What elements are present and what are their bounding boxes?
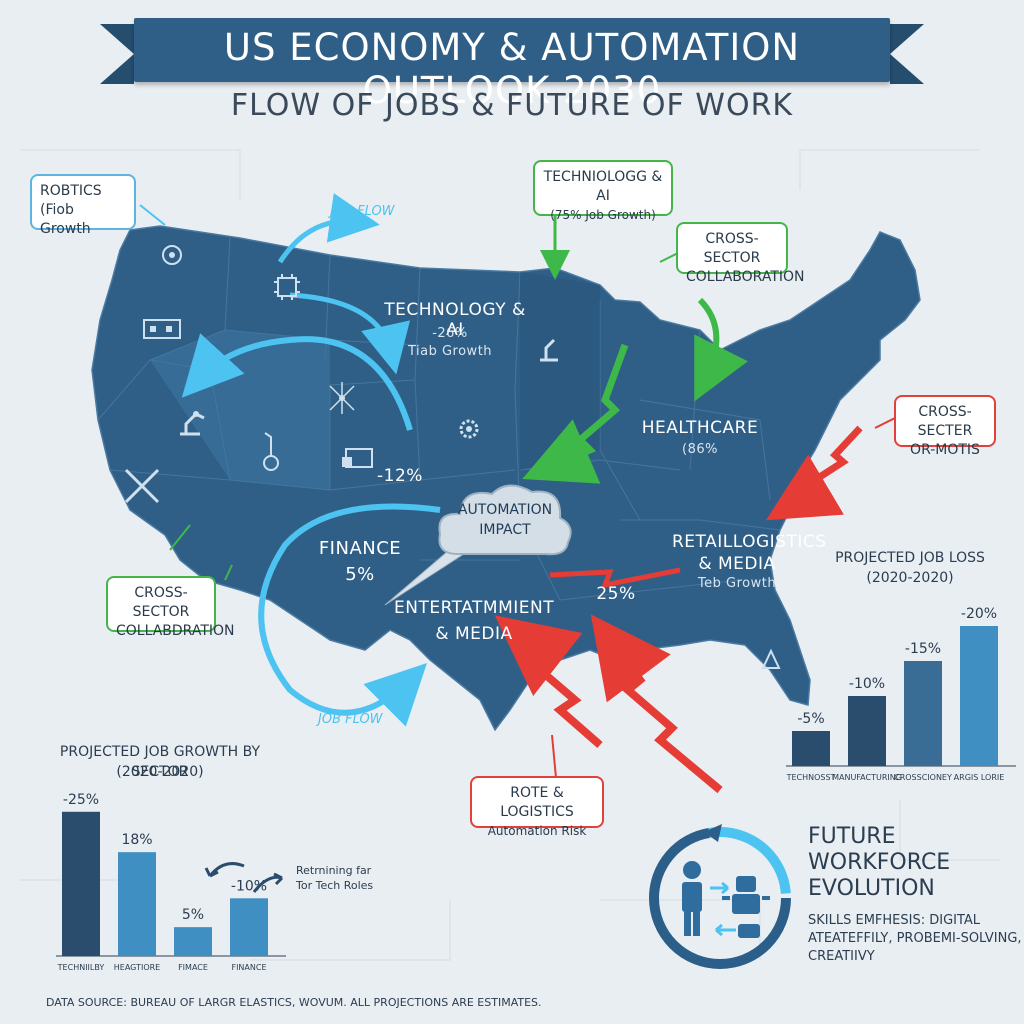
job-flow-label-top: JOB FLOW xyxy=(330,204,395,219)
loss-chart-title: PROJECTED JOB LOSS xyxy=(835,550,985,566)
cross-sector-w-line2: COLLABDRATION xyxy=(116,623,235,639)
bar xyxy=(118,852,156,956)
cross-secter-callout: CROSS-SECTER OR-MOTIS xyxy=(894,395,996,458)
robot-arm-icon xyxy=(180,411,205,436)
workforce-title-2: WORKFORCE xyxy=(808,850,951,875)
workforce-text-3: CREATIIVY xyxy=(808,949,875,964)
page-title: US ECONOMY & AUTOMATION OUTLOOK 2030 xyxy=(223,26,801,112)
bar-value-label: -5% xyxy=(797,711,824,727)
banner-tail-left xyxy=(100,24,134,84)
workforce-text-1: SKILLS EMFHESIS: DIGITAL xyxy=(808,913,981,928)
job-flow-label-bottom: JOB FLOW xyxy=(318,712,383,727)
bar-value-label: -15% xyxy=(905,641,941,657)
network-icon xyxy=(329,382,355,414)
category-label: TECHNIILBY xyxy=(57,963,105,972)
category-label: FINANCE xyxy=(231,963,266,972)
finance-map-label: FINANCE xyxy=(318,538,402,559)
tech-ai-callout-line2: (75% Job Growth) xyxy=(550,208,656,222)
tools-icon xyxy=(124,468,160,504)
workforce-title-3: EVOLUTION xyxy=(808,876,935,901)
category-label: CROSSCIONEY xyxy=(894,773,952,782)
cross-secter-line2: OR-MOTIS xyxy=(910,442,980,458)
loss-bar-chart: -5% TECHNOSST -10% MANUFACTURING -15% CROSSCI… xyxy=(786,606,1016,782)
cross-secter-line1: CROSS-SECTER xyxy=(917,404,973,439)
category-label: TECHNOSST xyxy=(786,773,836,782)
robotics-callout-line2: (Fiob Growth xyxy=(40,202,91,237)
retail-logistics-line1: ROTE & LOGISTICS xyxy=(500,785,574,820)
retail-logistics-map-label2: & MEDIA xyxy=(698,554,776,574)
minus12-label: -12% xyxy=(377,466,423,486)
workforce-title-1: FUTURE xyxy=(808,824,896,849)
tech-ai-callout-line1: TECHNIOLOGG & AI xyxy=(543,169,663,204)
category-label: ARGIS LORIE xyxy=(954,773,1005,782)
entertainment-map-label2: & MEDIA xyxy=(435,624,513,644)
retraining-arrows-icon xyxy=(204,862,284,893)
robot-arm-icon xyxy=(162,245,182,265)
data-source-footer: DATA SOURCE: BUREAU OF LARGR ELASTICS, W… xyxy=(46,996,542,1009)
automation-impact-line1: AUTOMATION xyxy=(457,502,553,518)
bar-value-label: 18% xyxy=(121,832,152,848)
category-label: FIMACE xyxy=(178,963,208,972)
bar xyxy=(62,811,100,956)
loss-chart-subtitle: (2020-2020) xyxy=(866,570,954,586)
healthcare-map-label: HEALTHCARE xyxy=(641,418,759,438)
building-icon xyxy=(761,648,781,669)
bar-value-label: -20% xyxy=(961,606,997,622)
factory-icon xyxy=(143,319,181,339)
bar xyxy=(174,927,212,956)
entertainment-map-label1: ENTERTATMMIENT xyxy=(394,598,555,618)
workforce-text-2: ATEATEFFILY, PROBEMI-SOLVING, xyxy=(808,931,1022,946)
bar xyxy=(960,626,998,766)
title-banner xyxy=(134,18,890,82)
tech-ai-map-pct: -26% xyxy=(432,326,468,341)
cross-sector-w-line1: CROSS-SECTOR xyxy=(132,585,190,620)
bar-value-label: -10% xyxy=(231,878,267,894)
bar xyxy=(792,731,830,766)
pct25-label: 25% xyxy=(596,584,636,604)
tech-ai-map-label: TECHNOLOGY & AI xyxy=(384,300,526,340)
person-icon xyxy=(682,861,702,936)
chip-icon xyxy=(274,274,300,300)
bar-value-label: 5% xyxy=(182,907,204,923)
tech-ai-callout: TECHNIOLOGG & AI (75% Job Growth) xyxy=(533,160,673,222)
growth-bar-chart: -25% TECHNIILBY 18% HEAGTIORE 5% FIMACE -10% FI… xyxy=(56,792,286,972)
retail-logistics-callout: ROTE & LOGISTICS Automation Risk xyxy=(470,776,604,838)
category-label: MANUFACTURING xyxy=(832,773,902,782)
retail-logistics-line2: Automation Risk xyxy=(487,824,587,838)
banner-tail-right xyxy=(890,24,924,84)
bar xyxy=(904,661,942,766)
growth-chart-title: PROJECTED JOB GROWTH BY SECTOR xyxy=(59,744,261,780)
bar xyxy=(230,898,268,956)
page-subtitle: FLOW OF JOBS & FUTURE OF WORK xyxy=(230,88,794,123)
workforce-cycle-icon xyxy=(649,824,791,969)
gear-icon xyxy=(459,419,479,439)
cross-sector-ne-line1: CROSS-SECTOR xyxy=(703,231,761,266)
healthcare-map-pct: (86% xyxy=(682,442,718,457)
robotics-callout-line1: ROBTICS xyxy=(40,183,102,199)
retraining-note-line2: Tor Tech Roles xyxy=(296,879,374,892)
robot-arm-icon xyxy=(540,338,558,362)
retraining-note-line1: Retrnining far xyxy=(296,864,372,877)
automation-impact-line2: IMPACT xyxy=(479,522,531,538)
bar-value-label: -25% xyxy=(63,792,99,808)
finance-map-pct: 5% xyxy=(345,564,375,585)
retail-logistics-map-sub: Teb Growth xyxy=(697,576,777,591)
cloud-icon xyxy=(438,484,572,556)
category-label: HEAGTIORE xyxy=(114,963,160,972)
cross-sector-ne-line2: COLLABORATION xyxy=(686,269,805,285)
retail-logistics-map-label1: RETAILLOGISTICS xyxy=(672,532,827,552)
cross-sector-callout-w: CROSS-SECTOR COLLABDRATION xyxy=(106,576,235,639)
robotics-callout: ROBTICS (Fiob Growth xyxy=(30,174,136,237)
bar-value-label: -10% xyxy=(849,676,885,692)
tech-ai-map-sub: Tiab Growth xyxy=(407,344,493,359)
bar xyxy=(848,696,886,766)
robot-arm-icon xyxy=(263,432,279,471)
robot-icon xyxy=(722,876,770,914)
cross-sector-callout-ne: CROSS-SECTOR COLLABORATION xyxy=(676,222,805,285)
growth-chart-subtitle: (2020-2020) xyxy=(116,764,204,780)
monitor-icon xyxy=(342,448,373,468)
